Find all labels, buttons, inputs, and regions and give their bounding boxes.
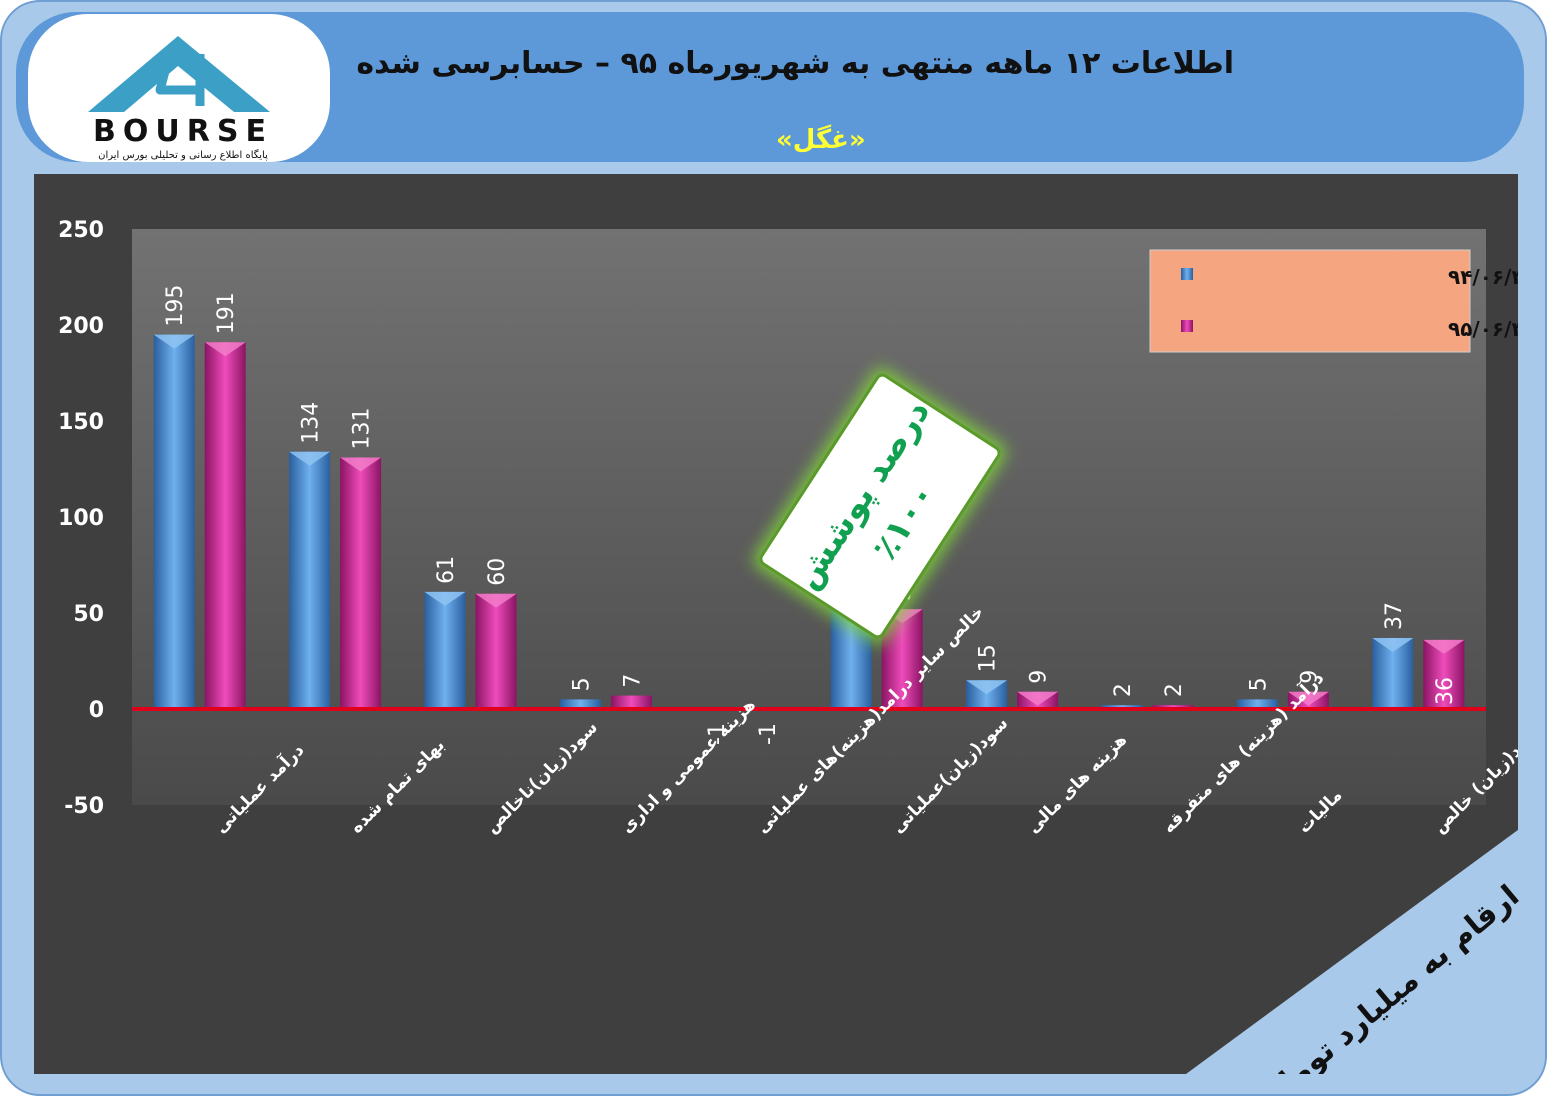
bar-series-1 bbox=[1372, 637, 1414, 709]
data-label: 2 bbox=[1111, 683, 1136, 697]
bar-series-2 bbox=[204, 342, 246, 709]
legend-label-1: ۱۲ ماهه منتهی به ۹۴/۰۶/۳۱ bbox=[1448, 265, 1518, 289]
data-label: 134 bbox=[299, 402, 324, 444]
bar-series-2 bbox=[340, 457, 382, 709]
bar-series-2 bbox=[475, 593, 517, 709]
data-label: -1 bbox=[756, 723, 781, 745]
data-label: 9 bbox=[1027, 670, 1052, 684]
bar-series-2 bbox=[610, 695, 652, 709]
bar-series-2 bbox=[1287, 691, 1329, 709]
data-label: 131 bbox=[350, 407, 375, 449]
data-label: -1 bbox=[705, 723, 730, 745]
y-tick-label: 250 bbox=[58, 218, 104, 243]
data-label: 191 bbox=[214, 292, 239, 334]
legend-swatch-1 bbox=[1181, 268, 1193, 280]
data-label: 5 bbox=[569, 677, 594, 691]
company-name: «غگل» bbox=[776, 125, 866, 155]
data-label: 2 bbox=[1162, 683, 1187, 697]
bar-series-1 bbox=[1236, 699, 1278, 709]
y-tick-label: 50 bbox=[73, 602, 104, 627]
data-label: 60 bbox=[485, 558, 510, 586]
bar-series-1 bbox=[559, 699, 601, 709]
logo-tagline: پایگاه اطلاع رسانی و تحلیلی بورس ایران bbox=[98, 150, 268, 161]
data-label: 61 bbox=[434, 556, 459, 584]
y-tick-label: 200 bbox=[58, 314, 104, 339]
bar-series-1 bbox=[289, 451, 331, 709]
bar-series-1 bbox=[424, 591, 466, 709]
legend: ۱۲ ماهه منتهی به ۹۴/۰۶/۳۱ ۱۲ ماهه منتهی … bbox=[1149, 249, 1518, 353]
bar-chart: -50 0 50 100 150 200 250 195 191 134 131 61 60 5 7 -1 -… bbox=[58, 218, 1518, 838]
unit-note-band: ارقام به میلیارد تومان bbox=[1186, 824, 1526, 1074]
legend-label-2: ۱۲ ماهه منتهی به ۹۵/۰۶/۳۱ bbox=[1448, 317, 1518, 341]
data-label: 5 bbox=[1246, 677, 1271, 691]
bar-series-2 bbox=[1017, 691, 1059, 709]
chart-area: -50 0 50 100 150 200 250 195 191 134 131 61 60 5 7 -1 -… bbox=[34, 174, 1518, 1074]
data-label: 15 bbox=[976, 644, 1001, 672]
legend-swatch-2 bbox=[1181, 320, 1193, 332]
bar-series-1 bbox=[966, 680, 1008, 709]
page-title: اطلاعات ۱۲ ماهه منتهی به شهریورماه ۹۵ – … bbox=[356, 46, 1234, 81]
logo-mark-icon bbox=[88, 36, 270, 112]
data-label: 36 bbox=[1433, 677, 1458, 705]
y-tick-label: 0 bbox=[89, 698, 104, 723]
data-label: 7 bbox=[620, 674, 645, 688]
data-label: 37 bbox=[1382, 602, 1407, 630]
y-tick-label: 100 bbox=[58, 506, 104, 531]
data-label: 195 bbox=[163, 285, 188, 327]
bar-series-1 bbox=[153, 334, 195, 709]
y-tick-label: -50 bbox=[64, 794, 104, 819]
bourse-logo: BOURSE پایگاه اطلاع رسانی و تحلیلی بورس … bbox=[28, 14, 330, 162]
bar-series-2 bbox=[1423, 639, 1465, 709]
logo-word: BOURSE bbox=[93, 114, 273, 149]
data-label: 9 bbox=[1297, 670, 1322, 684]
y-tick-label: 150 bbox=[58, 410, 104, 435]
